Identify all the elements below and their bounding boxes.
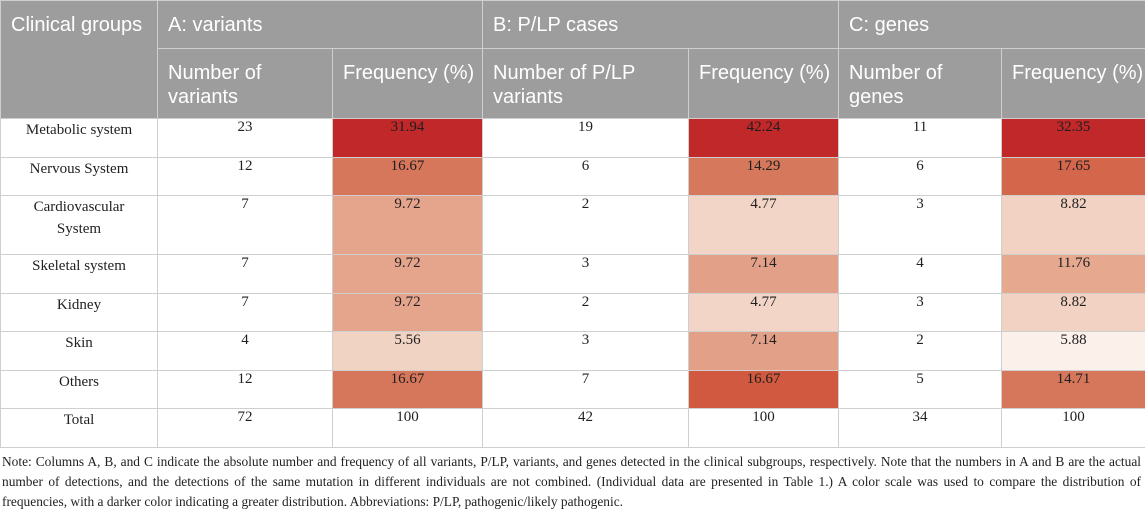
clinical-group-cell: Skeletal system xyxy=(1,255,158,294)
header-group-c: C: genes xyxy=(839,1,1145,49)
header-a-frequency: Frequency (%) xyxy=(333,49,483,119)
clinical-group-cell: Metabolic system xyxy=(1,119,158,158)
header-c-frequency: Frequency (%) xyxy=(1002,49,1145,119)
c-frequency-cell: 14.71 xyxy=(1002,370,1145,409)
a-count-cell: 7 xyxy=(158,255,333,294)
table-note: Note: Columns A, B, and C indicate the a… xyxy=(2,452,1141,512)
a-count-cell: 12 xyxy=(158,157,333,196)
table-row: Skeletal system 7 9.72 3 7.14 4 11.76 xyxy=(1,255,1145,294)
frequency-table: Clinical groups A: variants B: P/LP case… xyxy=(0,0,1145,448)
table-row: Skin 4 5.56 3 7.14 2 5.88 xyxy=(1,332,1145,371)
header-group-b: B: P/LP cases xyxy=(483,1,839,49)
b-frequency-cell: 4.77 xyxy=(689,196,839,255)
header-a-count: Number of variants xyxy=(158,49,333,119)
c-count-cell: 4 xyxy=(839,255,1002,294)
c-count-cell: 3 xyxy=(839,293,1002,332)
a-count-cell: 12 xyxy=(158,370,333,409)
clinical-group-cell: Skin xyxy=(1,332,158,371)
a-frequency-cell: 9.72 xyxy=(333,255,483,294)
a-count-cell: 4 xyxy=(158,332,333,371)
clinical-group-cell: Total xyxy=(1,409,158,448)
a-frequency-cell: 100 xyxy=(333,409,483,448)
b-frequency-cell: 42.24 xyxy=(689,119,839,158)
b-count-cell: 7 xyxy=(483,370,689,409)
clinical-group-cell: Others xyxy=(1,370,158,409)
b-count-cell: 42 xyxy=(483,409,689,448)
header-b-count: Number of P/LP variants xyxy=(483,49,689,119)
c-count-cell: 5 xyxy=(839,370,1002,409)
a-frequency-cell: 16.67 xyxy=(333,157,483,196)
header-clinical-groups: Clinical groups xyxy=(1,1,158,119)
table-row: Cardiovascular System 7 9.72 2 4.77 3 8.… xyxy=(1,196,1145,255)
clinical-group-cell: Cardiovascular System xyxy=(1,196,158,255)
b-count-cell: 6 xyxy=(483,157,689,196)
a-frequency-cell: 5.56 xyxy=(333,332,483,371)
b-count-cell: 2 xyxy=(483,196,689,255)
a-frequency-cell: 16.67 xyxy=(333,370,483,409)
b-frequency-cell: 7.14 xyxy=(689,255,839,294)
table-row: Others 12 16.67 7 16.67 5 14.71 xyxy=(1,370,1145,409)
a-frequency-cell: 9.72 xyxy=(333,293,483,332)
b-count-cell: 2 xyxy=(483,293,689,332)
a-count-cell: 7 xyxy=(158,293,333,332)
c-frequency-cell: 5.88 xyxy=(1002,332,1145,371)
c-frequency-cell: 8.82 xyxy=(1002,293,1145,332)
c-count-cell: 2 xyxy=(839,332,1002,371)
b-frequency-cell: 16.67 xyxy=(689,370,839,409)
b-frequency-cell: 7.14 xyxy=(689,332,839,371)
b-frequency-cell: 100 xyxy=(689,409,839,448)
header-b-frequency: Frequency (%) xyxy=(689,49,839,119)
table-row-total: Total 72 100 42 100 34 100 xyxy=(1,409,1145,448)
b-count-cell: 19 xyxy=(483,119,689,158)
b-frequency-cell: 14.29 xyxy=(689,157,839,196)
b-frequency-cell: 4.77 xyxy=(689,293,839,332)
b-count-cell: 3 xyxy=(483,332,689,371)
a-count-cell: 72 xyxy=(158,409,333,448)
table-row: Nervous System 12 16.67 6 14.29 6 17.65 xyxy=(1,157,1145,196)
c-count-cell: 3 xyxy=(839,196,1002,255)
b-count-cell: 3 xyxy=(483,255,689,294)
clinical-group-cell: Nervous System xyxy=(1,157,158,196)
c-count-cell: 11 xyxy=(839,119,1002,158)
c-frequency-cell: 32.35 xyxy=(1002,119,1145,158)
a-frequency-cell: 9.72 xyxy=(333,196,483,255)
c-frequency-cell: 8.82 xyxy=(1002,196,1145,255)
table-row: Metabolic system 23 31.94 19 42.24 11 32… xyxy=(1,119,1145,158)
table-row: Kidney 7 9.72 2 4.77 3 8.82 xyxy=(1,293,1145,332)
a-frequency-cell: 31.94 xyxy=(333,119,483,158)
c-frequency-cell: 17.65 xyxy=(1002,157,1145,196)
clinical-group-cell: Kidney xyxy=(1,293,158,332)
header-group-a: A: variants xyxy=(158,1,483,49)
a-count-cell: 23 xyxy=(158,119,333,158)
c-frequency-cell: 100 xyxy=(1002,409,1145,448)
c-count-cell: 6 xyxy=(839,157,1002,196)
c-count-cell: 34 xyxy=(839,409,1002,448)
c-frequency-cell: 11.76 xyxy=(1002,255,1145,294)
a-count-cell: 7 xyxy=(158,196,333,255)
header-c-count: Number of genes xyxy=(839,49,1002,119)
